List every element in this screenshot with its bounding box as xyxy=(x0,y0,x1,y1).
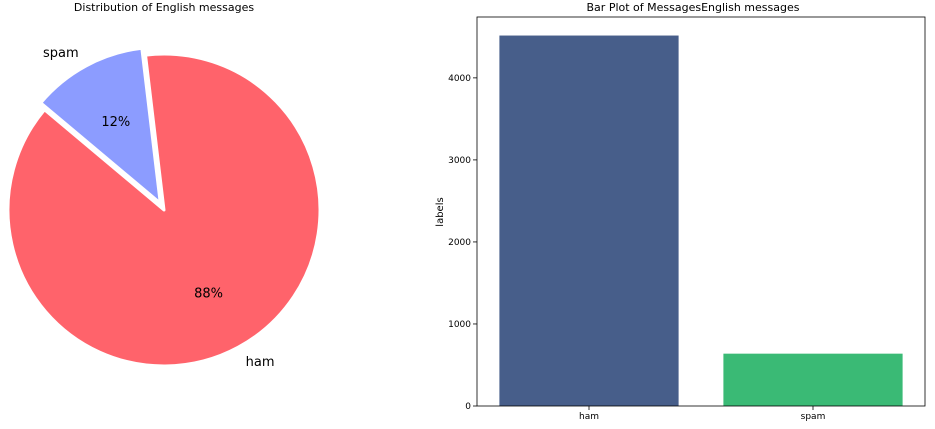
pie-slices xyxy=(6,46,322,368)
pie-category-label: spam xyxy=(43,46,79,61)
bar-chart: Bar Plot of MessagesEnglish messages ham… xyxy=(435,1,926,422)
pie-slice-ham xyxy=(6,52,322,368)
pie-slice-spam xyxy=(39,46,162,205)
pie-chart: Distribution of English messages ham 88% s… xyxy=(6,1,322,370)
y-tick-label: 1000 xyxy=(448,320,471,330)
bar-title: Bar Plot of MessagesEnglish messages xyxy=(587,1,800,14)
pie-title: Distribution of English messages xyxy=(74,1,254,14)
y-tick-label: 2000 xyxy=(448,238,471,248)
x-tick-label: spam xyxy=(801,412,826,422)
bar-y-axis-label: labels xyxy=(435,197,446,226)
bar-axes xyxy=(476,16,926,407)
bar-ticks: ham spam 0 1000 2000 3000 4000 xyxy=(448,74,825,422)
y-tick-label: 3000 xyxy=(448,156,471,166)
bar-bars xyxy=(499,35,903,407)
bar-plot-frame xyxy=(476,16,926,407)
pie-percent-label: 88% xyxy=(194,286,223,301)
bar-spam xyxy=(723,353,903,406)
pie-percent-label: 12% xyxy=(101,115,130,130)
bar-ham xyxy=(499,35,679,407)
x-tick-label: ham xyxy=(579,412,599,422)
pie-category-label: ham xyxy=(246,355,275,370)
y-tick-label: 4000 xyxy=(448,74,471,84)
pie-labels: ham 88% spam 12% xyxy=(43,46,274,370)
y-tick-label: 0 xyxy=(465,402,471,412)
